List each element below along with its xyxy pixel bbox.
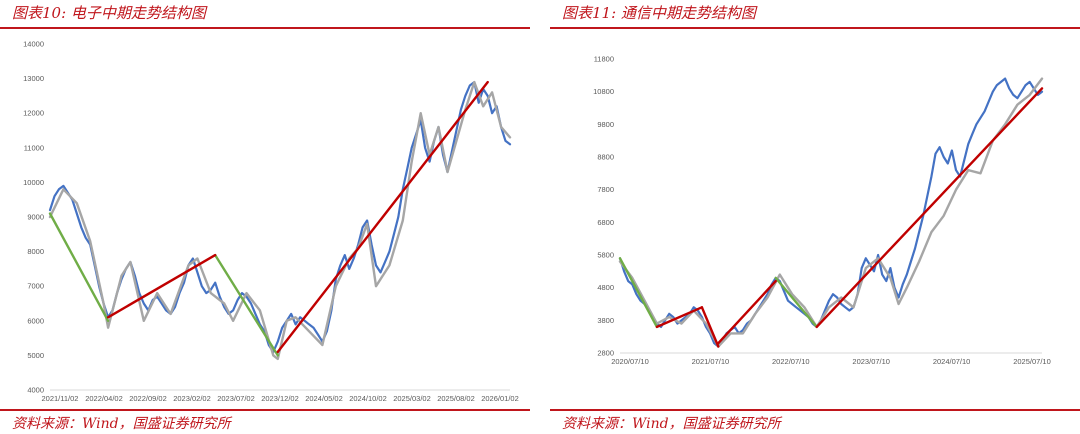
- x-tick-label: 2023/07/02: [217, 394, 255, 403]
- x-tick-label: 2021/07/10: [692, 357, 730, 366]
- source-note: 资料来源：Wind，国盛证券研究所: [562, 416, 781, 432]
- x-tick-label: 2025/07/10: [1013, 357, 1051, 366]
- x-tick-label: 2022/04/02: [85, 394, 123, 403]
- y-tick-label: 5800: [597, 251, 614, 260]
- y-tick-label: 9000: [27, 213, 44, 222]
- trend-segment-line: [48, 212, 110, 322]
- title-rule: [550, 27, 1080, 29]
- y-tick-label: 11000: [24, 143, 44, 152]
- y-tick-label: 2800: [597, 349, 614, 358]
- trend-segment-line: [655, 306, 704, 329]
- y-tick-label: 5000: [27, 351, 44, 360]
- trend-segment-line: [618, 257, 659, 329]
- electronics-trend-chart: 4000 5000 6000 7000 8000 9000 10000 11000 12000 1…: [23, 40, 519, 404]
- y-tick-label: 14000: [23, 40, 44, 49]
- x-tick-label: 2024/05/02: [305, 394, 343, 403]
- x-tick-label: 2020/07/10: [611, 357, 649, 366]
- x-tick-label: 2022/09/02: [129, 394, 167, 403]
- trend-segment-line: [276, 80, 489, 354]
- source-rule: [0, 409, 530, 411]
- x-tick-label: 2025/03/02: [393, 394, 431, 403]
- x-tick-label: 2024/10/02: [349, 394, 387, 403]
- trend-segment-line: [700, 306, 720, 348]
- x-tick-label: 2023/02/02: [173, 394, 211, 403]
- x-tick-label: 2026/01/02: [481, 394, 519, 403]
- x-tick-label: 2022/07/10: [772, 357, 810, 366]
- y-tick-label: 6800: [597, 218, 614, 227]
- smoothed-trend-line: [48, 80, 512, 361]
- telecom-trend-chart: 2800 3800 4800 5800 6800 7800 8800 9800 10800 118…: [593, 55, 1051, 367]
- y-tick-label: 4800: [597, 283, 614, 292]
- trend-segment-line: [774, 276, 818, 329]
- x-tick-label: 2023/12/02: [261, 394, 299, 403]
- trend-segment-line: [106, 253, 217, 319]
- y-tick-label: 3800: [597, 316, 614, 325]
- y-tick-label: 9800: [597, 120, 614, 129]
- chart-panel-telecom: 图表11: 通信中期走势结构图 2800 3800 4800 5800 6800 7800…: [550, 0, 1080, 434]
- x-tick-label: 2025/08/02: [437, 394, 475, 403]
- y-tick-label: 4000: [27, 386, 44, 395]
- trend-segment-line: [213, 253, 279, 357]
- trend-segment-line: [717, 279, 777, 345]
- source-note: 资料来源：Wind，国盛证券研究所: [12, 416, 231, 432]
- y-tick-label: 6000: [27, 316, 44, 325]
- x-tick-label: 2021/11/02: [42, 394, 79, 403]
- chart-panel-electronics: 图表10: 电子中期走势结构图 4000 5000 6000 7000 8000 9000…: [0, 0, 530, 434]
- title-rule: [0, 27, 530, 29]
- source-rule: [550, 409, 1080, 411]
- y-tick-label: 12000: [23, 109, 44, 118]
- y-tick-label: 10000: [23, 178, 44, 187]
- x-tick-label: 2023/07/10: [852, 357, 890, 366]
- y-tick-label: 13000: [23, 74, 44, 83]
- figure-title: 图表11: 通信中期走势结构图: [562, 4, 756, 22]
- x-tick-label: 2024/07/10: [933, 357, 971, 366]
- y-tick-label: 7800: [597, 185, 614, 194]
- y-tick-label: 7000: [27, 282, 44, 291]
- y-tick-label: 10800: [593, 87, 614, 96]
- y-tick-label: 11800: [594, 55, 614, 64]
- trend-segment-line: [815, 87, 1044, 329]
- y-tick-label: 8800: [597, 153, 614, 162]
- figure-title: 图表10: 电子中期走势结构图: [12, 4, 206, 22]
- y-tick-label: 8000: [27, 247, 44, 256]
